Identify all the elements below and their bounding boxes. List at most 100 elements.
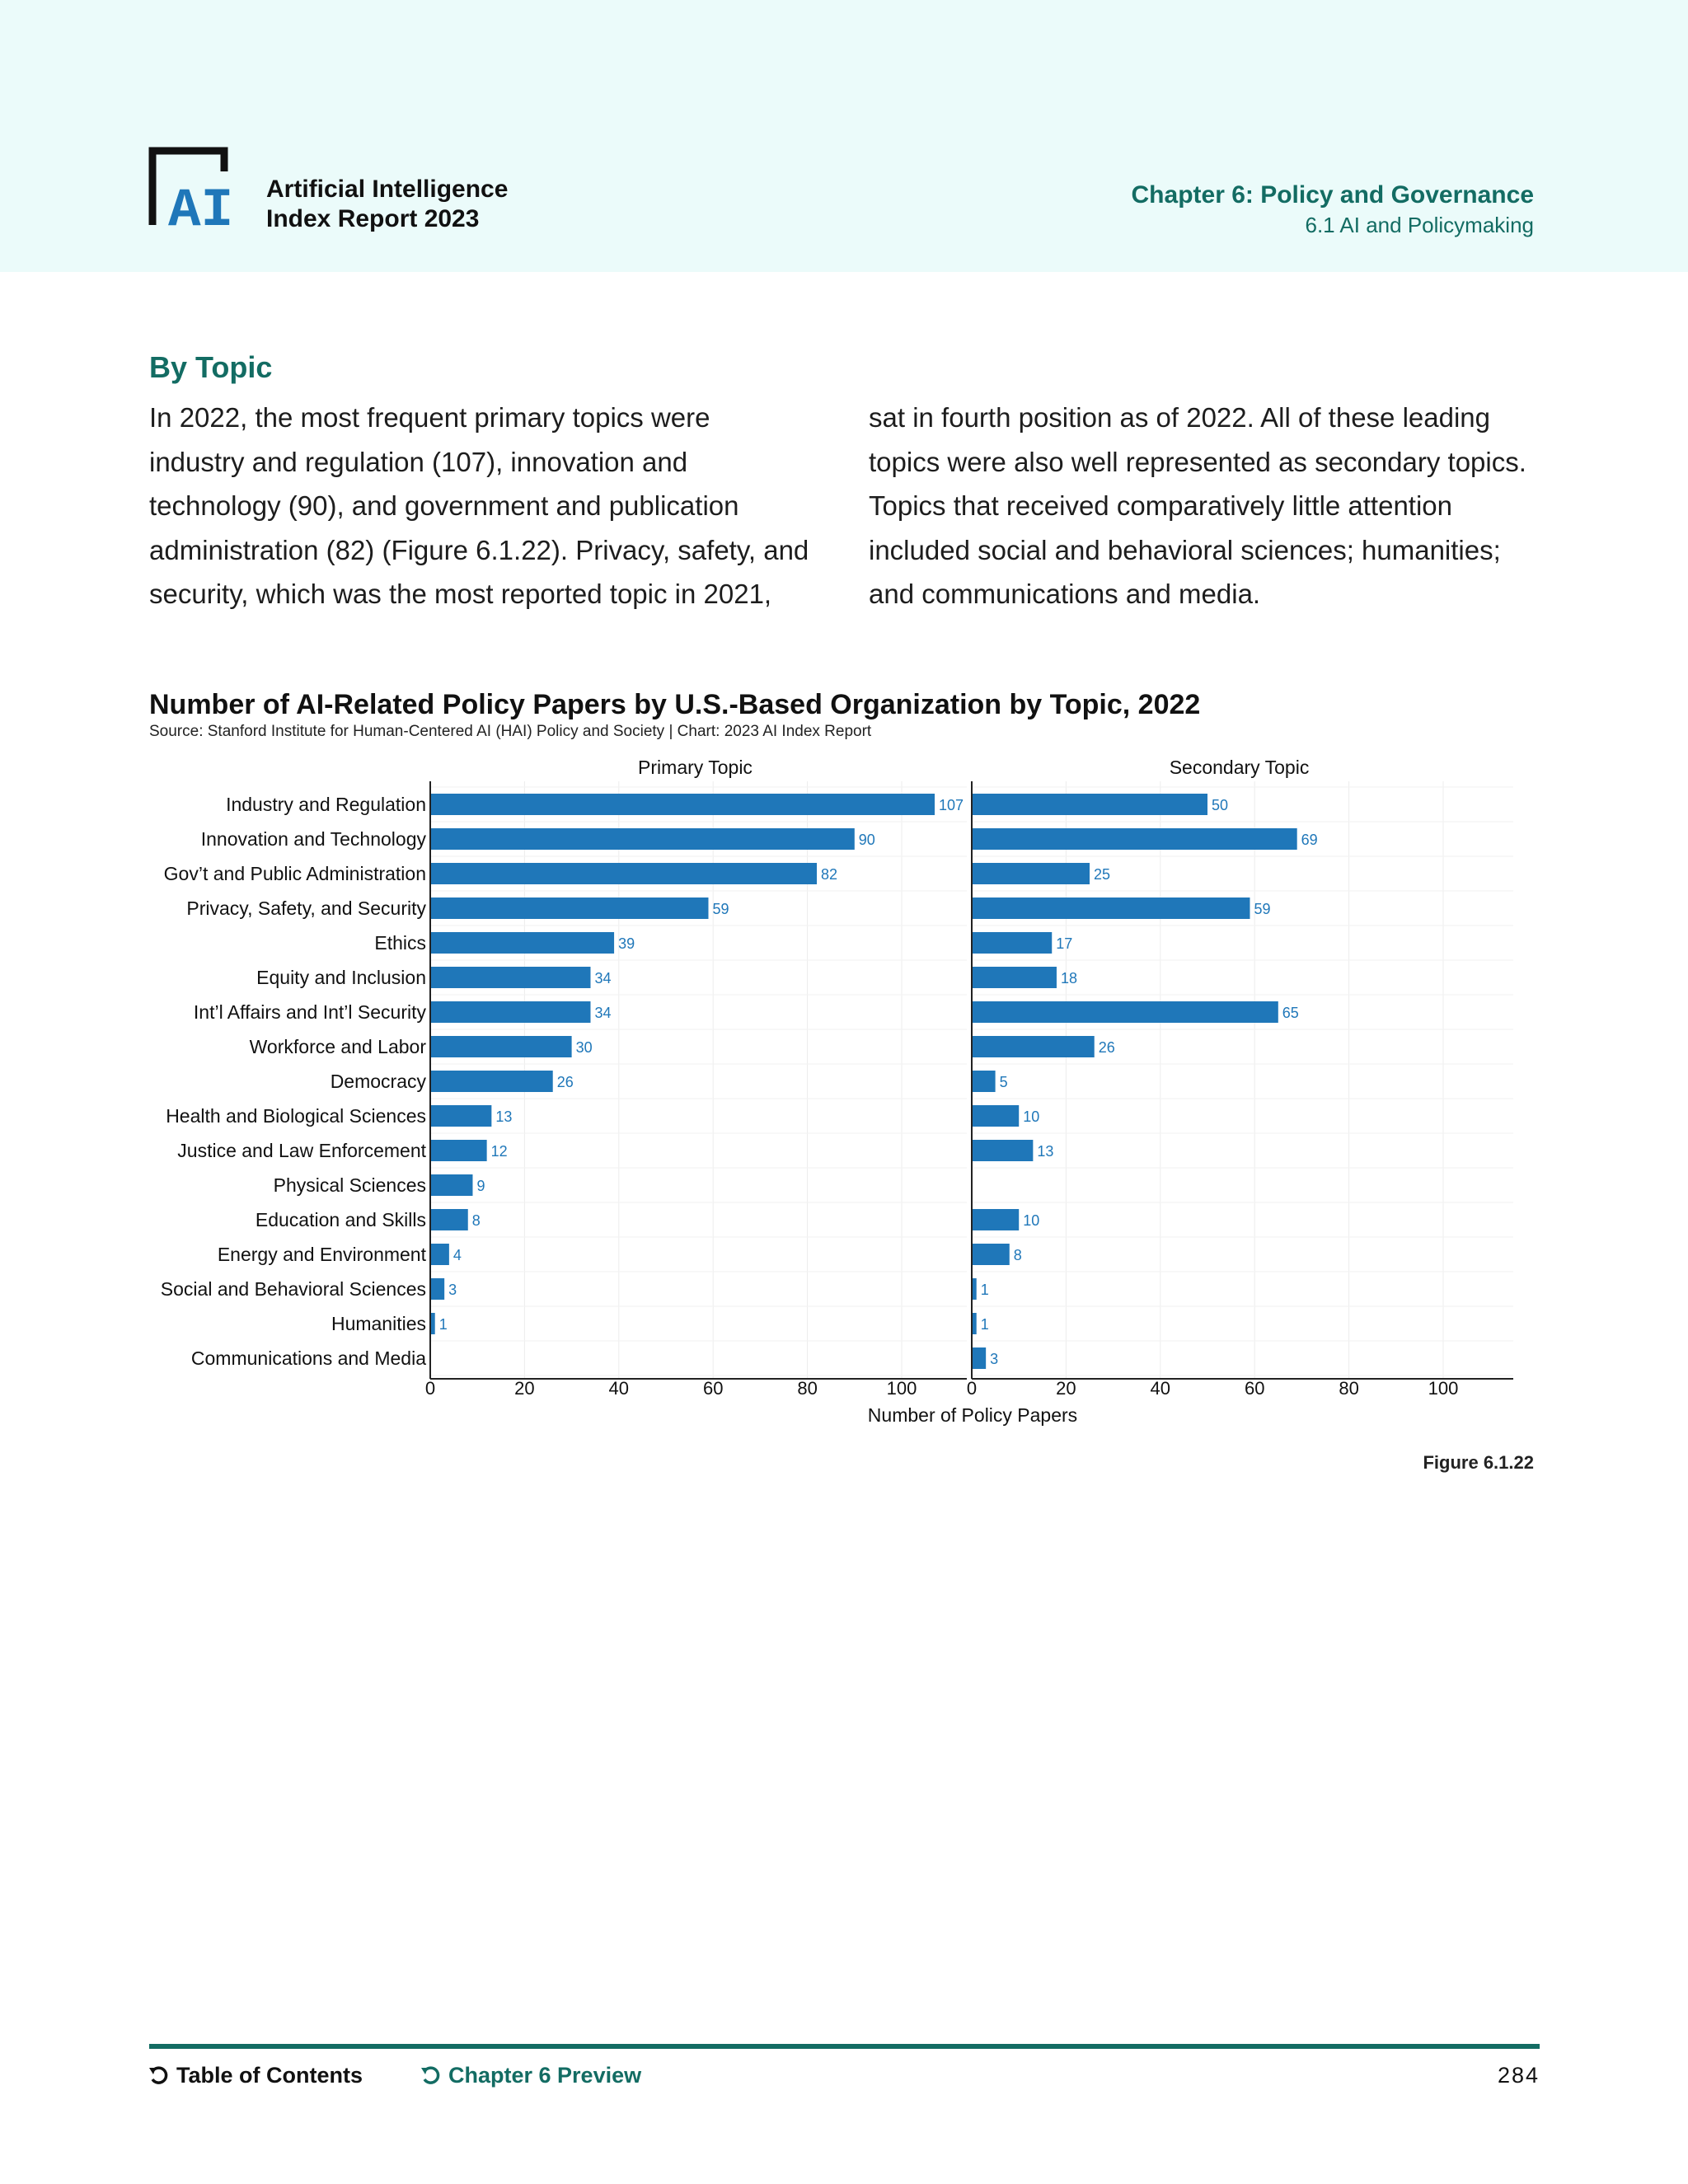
bar — [430, 863, 818, 884]
data-label: 82 — [821, 866, 837, 883]
page-number: 284 — [1497, 2063, 1540, 2088]
logo-text: AI — [168, 180, 233, 229]
chapter-preview-link[interactable]: Chapter 6 Preview — [420, 2063, 641, 2088]
x-tick-label: 60 — [703, 1378, 723, 1399]
category-label: Gov’t and Public Administration — [164, 863, 426, 884]
data-label: 25 — [1094, 866, 1110, 883]
chapter-preview-label: Chapter 6 Preview — [448, 2063, 642, 2088]
data-label: 17 — [1056, 935, 1072, 952]
table-of-contents-link[interactable]: Table of Contents — [148, 2063, 363, 2088]
bar — [972, 1140, 1034, 1161]
bar — [972, 1105, 1020, 1127]
bar — [972, 1347, 987, 1369]
report-title: Artificial Intelligence Index Report 202… — [266, 175, 508, 234]
x-tick-label: 20 — [1056, 1378, 1076, 1399]
bar — [972, 1244, 1010, 1265]
return-arrow-icon — [421, 2065, 440, 2084]
body-line: sat in fourth position as of 2022. All o… — [869, 402, 1491, 433]
data-label: 5 — [1000, 1074, 1008, 1090]
body-line: industry and regulation (107), innovatio… — [149, 446, 688, 477]
report-title-line-1: Artificial Intelligence — [266, 176, 509, 203]
bar — [972, 898, 1250, 919]
data-label: 59 — [712, 901, 729, 917]
category-label: Ethics — [374, 932, 426, 954]
bar — [430, 1174, 473, 1196]
data-label: 90 — [859, 832, 875, 848]
x-tick-label: 40 — [1151, 1378, 1170, 1399]
bar — [972, 1313, 977, 1334]
data-label: 26 — [1099, 1039, 1115, 1056]
bar — [430, 828, 855, 850]
series-title: Secondary Topic — [1170, 757, 1310, 778]
table-of-contents-label: Table of Contents — [176, 2063, 363, 2088]
data-label: 8 — [472, 1212, 481, 1229]
category-label: Communications and Media — [191, 1347, 426, 1369]
data-label: 34 — [594, 1005, 611, 1021]
body-line: In 2022, the most frequent primary topic… — [149, 402, 710, 433]
series-title: Primary Topic — [638, 757, 753, 778]
bar — [430, 1313, 435, 1334]
bar — [430, 1071, 553, 1092]
bar — [430, 1140, 487, 1161]
data-label: 1 — [981, 1282, 989, 1298]
body-line: security, which was the most reported to… — [149, 579, 772, 609]
bar — [972, 1278, 977, 1300]
bar — [972, 1209, 1020, 1230]
bar — [430, 1244, 449, 1265]
bar — [430, 967, 591, 988]
x-tick-label: 60 — [1245, 1378, 1264, 1399]
bar — [430, 1001, 591, 1023]
category-label: Humanities — [331, 1313, 426, 1334]
chart-title: Number of AI-Related Policy Papers by U.… — [149, 689, 1201, 720]
data-label: 34 — [594, 970, 611, 987]
data-label: 10 — [1023, 1212, 1039, 1229]
footer-divider — [149, 2044, 1540, 2049]
data-label: 8 — [1014, 1247, 1022, 1263]
category-label: Privacy, Safety, and Security — [186, 898, 426, 919]
body-text-column-1: In 2022, the most frequent primary topic… — [149, 396, 809, 616]
bar — [430, 898, 709, 919]
ai-index-logo: AI — [148, 147, 233, 229]
bar — [430, 1278, 445, 1300]
return-arrow-icon — [149, 2065, 168, 2084]
data-label: 59 — [1254, 901, 1270, 917]
bar — [430, 1105, 492, 1127]
category-label: Physical Sciences — [274, 1174, 426, 1196]
data-label: 3 — [990, 1351, 998, 1367]
bar — [972, 967, 1057, 988]
category-label: Justice and Law Enforcement — [177, 1140, 426, 1161]
data-label: 69 — [1301, 832, 1318, 848]
bar — [972, 863, 1090, 884]
x-tick-label: 80 — [797, 1378, 817, 1399]
bar — [972, 794, 1207, 815]
data-label: 107 — [939, 797, 964, 813]
bar — [972, 932, 1053, 954]
body-text-column-2: sat in fourth position as of 2022. All o… — [869, 396, 1528, 616]
data-label: 18 — [1061, 970, 1077, 987]
data-label: 50 — [1212, 797, 1228, 813]
data-label: 13 — [1037, 1143, 1053, 1160]
data-label: 1 — [981, 1316, 989, 1333]
data-label: 30 — [576, 1039, 593, 1056]
body-line: and communications and media. — [869, 579, 1261, 609]
data-label: 26 — [557, 1074, 574, 1090]
body-line: topics were also well represented as sec… — [869, 446, 1526, 477]
data-label: 4 — [453, 1247, 462, 1263]
body-line: included social and behavioral sciences;… — [869, 534, 1501, 565]
bar — [430, 1209, 468, 1230]
bar — [430, 932, 615, 954]
section-heading: By Topic — [149, 350, 273, 384]
x-tick-label: 80 — [1339, 1378, 1358, 1399]
data-label: 3 — [448, 1282, 457, 1298]
bar — [972, 1036, 1095, 1057]
report-title-line-2: Index Report 2023 — [266, 205, 480, 232]
category-label: Education and Skills — [256, 1209, 426, 1230]
category-label: Democracy — [331, 1071, 427, 1092]
data-label: 9 — [476, 1178, 485, 1194]
bar — [972, 1001, 1278, 1023]
bar — [972, 828, 1297, 850]
data-label: 13 — [495, 1108, 512, 1125]
data-label: 12 — [491, 1143, 508, 1160]
category-label: Energy and Environment — [218, 1244, 427, 1265]
chapter-subtitle: 6.1 AI and Policymaking — [1305, 213, 1535, 237]
